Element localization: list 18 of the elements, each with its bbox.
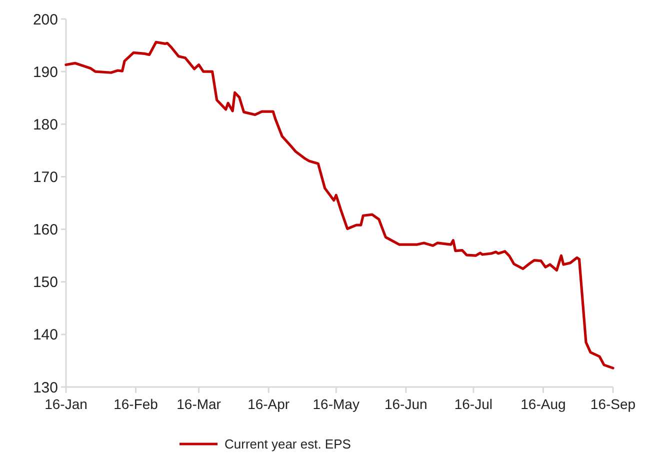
x-tick-label: 16-Feb [114, 396, 158, 412]
legend-label: Current year est. EPS [224, 436, 352, 452]
y-tick-label: 170 [32, 168, 58, 186]
y-tick-label: 150 [32, 274, 58, 292]
x-tick-label: 16-Mar [176, 396, 222, 412]
y-tick-label: 180 [32, 116, 58, 134]
x-tick-label: 16-Jan [44, 396, 88, 412]
x-tick-label: 16-Aug [520, 396, 566, 412]
x-tick-label: 16-Jun [384, 396, 428, 412]
y-tick-label: 190 [32, 64, 58, 81]
y-tick-label: 140 [32, 326, 58, 344]
x-tick-label: 16-Sep [590, 396, 636, 412]
x-tick-label: 16-Apr [248, 396, 290, 412]
y-tick-label: 130 [32, 379, 58, 396]
y-tick-label: 200 [32, 11, 58, 28]
x-tick-label: 16-Jul [454, 396, 493, 412]
x-tick-label: 16-May [312, 396, 360, 412]
y-tick-label: 160 [32, 222, 58, 239]
